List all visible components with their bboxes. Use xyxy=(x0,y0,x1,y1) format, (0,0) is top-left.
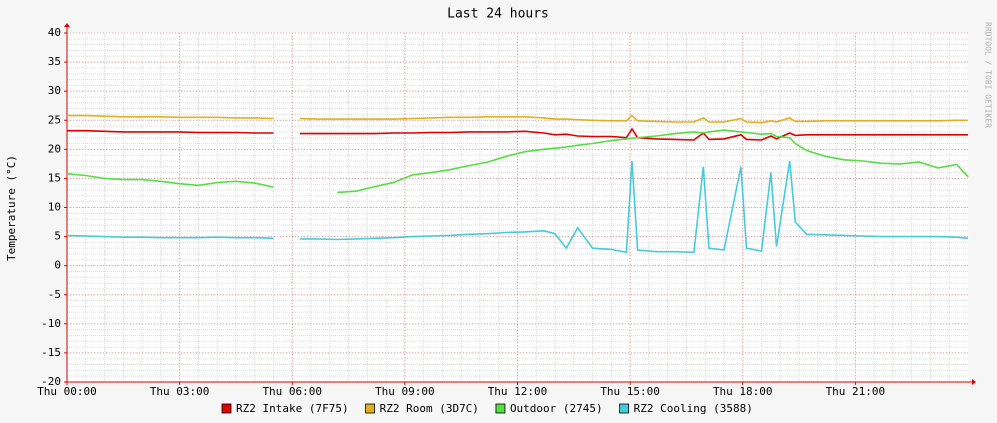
series-line xyxy=(67,114,968,124)
x-tick-label: Thu 03:00 xyxy=(150,385,210,398)
chart-title: Last 24 hours xyxy=(447,7,549,22)
y-tick-label: -5 xyxy=(48,288,61,301)
x-tick-label: Thu 15:00 xyxy=(600,385,660,398)
legend-swatch xyxy=(221,403,232,414)
legend-label: RZ2 Room (3D7C) xyxy=(380,402,479,415)
legend-label: RZ2 Intake (7F75) xyxy=(236,402,349,415)
series-line xyxy=(66,129,969,194)
y-tick-label: 25 xyxy=(48,113,61,126)
y-tick-label: 5 xyxy=(54,230,61,243)
legend-label: RZ2 Cooling (3588) xyxy=(634,402,753,415)
y-axis-label: Temperature (°C) xyxy=(5,155,18,261)
y-tick-label: 10 xyxy=(48,201,61,214)
axis-arrow xyxy=(972,379,976,385)
y-tick-label: 35 xyxy=(48,55,61,68)
y-tick-label: -10 xyxy=(41,317,61,330)
series-line xyxy=(67,127,968,141)
y-tick-label: -20 xyxy=(41,375,61,388)
legend-label: Outdoor (2745) xyxy=(510,402,603,415)
series-line xyxy=(66,160,969,254)
legend-swatch xyxy=(365,403,375,414)
legend-swatch xyxy=(495,403,506,414)
y-tick-label: 20 xyxy=(48,142,61,155)
y-tick-label: 30 xyxy=(48,84,61,97)
y-tick-label: -15 xyxy=(41,346,61,359)
y-tick-label: 15 xyxy=(48,171,61,184)
x-tick-label: Thu 09:00 xyxy=(375,385,435,398)
x-tick-label: Thu 21:00 xyxy=(826,385,886,398)
x-tick-label: Thu 06:00 xyxy=(262,385,322,398)
x-tick-label: Thu 00:00 xyxy=(37,385,97,398)
y-tick-label: 0 xyxy=(54,259,61,272)
axis-arrow xyxy=(64,23,70,27)
x-tick-label: Thu 12:00 xyxy=(488,385,548,398)
legend-swatch xyxy=(619,403,630,414)
x-tick-label: Thu 18:00 xyxy=(713,385,773,398)
y-tick-label: 40 xyxy=(48,26,61,39)
watermark: RRDTOOL / TOBI OETIKER xyxy=(984,22,993,128)
